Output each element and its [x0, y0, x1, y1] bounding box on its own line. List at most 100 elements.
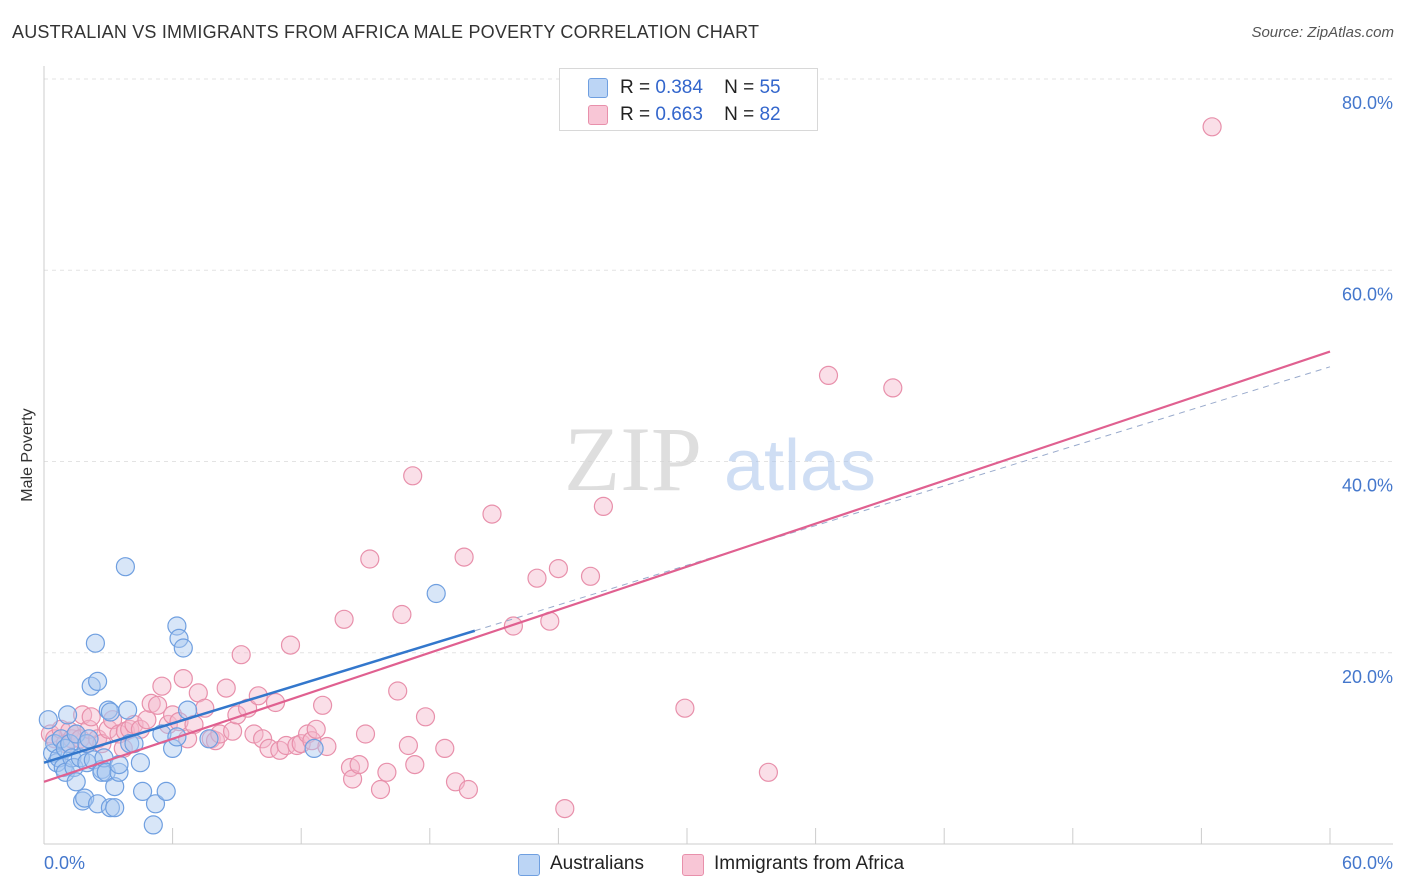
y-tick-label-20: 20.0%	[1342, 667, 1393, 687]
bottom-legend-label: Australians	[550, 853, 644, 874]
watermark-zip: ZIP	[564, 408, 702, 510]
point-australians	[117, 700, 138, 720]
point-africa	[503, 616, 524, 636]
point-africa	[1202, 117, 1222, 137]
point-australians	[145, 794, 166, 814]
bottom-legend-swatch-pink	[682, 854, 704, 876]
n-label: N =	[724, 77, 755, 98]
point-africa	[454, 547, 474, 567]
x-tick-max: 60.0%	[1342, 853, 1393, 873]
point-africa	[280, 635, 301, 655]
point-australians	[130, 753, 150, 773]
trend-line-australians	[43, 629, 476, 764]
trend-line-africa	[43, 350, 1331, 783]
r-label: R =	[620, 104, 651, 125]
point-africa	[398, 735, 418, 756]
point-australians	[100, 798, 121, 818]
point-australians	[85, 633, 106, 653]
axes	[43, 66, 1393, 845]
point-africa	[313, 695, 333, 715]
point-africa	[458, 779, 478, 800]
point-africa	[580, 566, 601, 586]
source-label: Source: ZipAtlas.com	[1251, 24, 1394, 41]
n-label: N =	[724, 104, 755, 125]
point-africa	[482, 504, 502, 524]
legend-text: R = 0.384 N = 55	[620, 77, 781, 99]
r-value: 0.384	[655, 77, 703, 98]
data-points	[38, 117, 1222, 835]
point-australians	[105, 798, 125, 818]
watermark: ZIP atlas	[564, 408, 876, 510]
point-africa	[302, 731, 322, 751]
point-africa	[405, 754, 425, 775]
point-australians	[169, 628, 189, 649]
point-africa	[334, 609, 354, 629]
point-africa	[593, 496, 614, 516]
point-africa	[45, 729, 65, 749]
legend-swatch-blue	[588, 78, 608, 98]
point-australians	[79, 729, 99, 749]
bottom-legend-swatch-blue	[518, 854, 540, 876]
n-value: 55	[759, 77, 781, 98]
point-africa	[370, 779, 391, 800]
bottom-legend-label: Immigrants from Africa	[714, 853, 905, 874]
point-australians	[100, 702, 121, 722]
point-australians	[105, 776, 125, 797]
point-africa	[403, 466, 423, 486]
point-africa	[102, 710, 123, 730]
point-africa	[548, 558, 569, 579]
point-africa	[388, 681, 408, 701]
point-australians	[173, 638, 193, 658]
point-africa	[758, 762, 779, 782]
point-australians	[109, 762, 129, 782]
x-tick-min: 0.0%	[44, 853, 85, 873]
point-australians	[60, 733, 80, 754]
r-label: R =	[620, 77, 651, 98]
r-value: 0.663	[655, 104, 703, 125]
point-australians	[72, 791, 93, 811]
point-australians	[115, 557, 136, 577]
chart-title: AUSTRALIAN VS IMMIGRANTS FROM AFRICA MAL…	[12, 22, 760, 42]
point-australians	[133, 781, 153, 802]
point-australians	[66, 772, 86, 792]
point-australians	[426, 583, 446, 604]
point-africa	[152, 676, 172, 696]
point-australians	[199, 729, 219, 749]
watermark-atlas: atlas	[724, 426, 876, 506]
point-africa	[148, 695, 168, 715]
y-tick-labels: 20.0% 40.0% 60.0% 80.0%	[1342, 93, 1393, 687]
legend-text: R = 0.663 N = 82	[620, 104, 781, 126]
point-africa	[377, 762, 397, 782]
point-australians	[66, 724, 86, 744]
point-africa	[392, 604, 412, 625]
point-africa	[276, 735, 296, 756]
point-africa	[223, 721, 243, 741]
point-africa	[527, 568, 547, 588]
point-australians	[87, 671, 108, 692]
point-africa	[355, 724, 376, 744]
point-africa	[253, 729, 273, 749]
point-australians	[156, 781, 176, 802]
stats-legend: R = 0.384 N = 55 R = 0.663 N = 82	[559, 68, 818, 131]
point-africa	[883, 378, 903, 398]
y-tick-label-40: 40.0%	[1342, 476, 1393, 496]
point-africa	[415, 707, 436, 727]
point-australians	[38, 710, 58, 730]
grid-lines	[44, 78, 1393, 654]
point-africa	[555, 798, 575, 819]
point-africa	[81, 707, 101, 727]
trend-lines	[43, 350, 1331, 783]
point-africa	[435, 738, 455, 759]
point-australians	[143, 815, 163, 835]
point-australians	[57, 705, 78, 725]
point-africa	[306, 719, 326, 739]
point-africa	[173, 668, 193, 689]
point-australians	[304, 738, 324, 759]
point-africa	[818, 365, 839, 385]
point-africa	[231, 645, 251, 665]
point-africa	[349, 754, 369, 775]
legend-swatch-pink	[588, 105, 608, 125]
y-tick-label-60: 60.0%	[1342, 284, 1393, 304]
n-value: 82	[759, 104, 781, 125]
